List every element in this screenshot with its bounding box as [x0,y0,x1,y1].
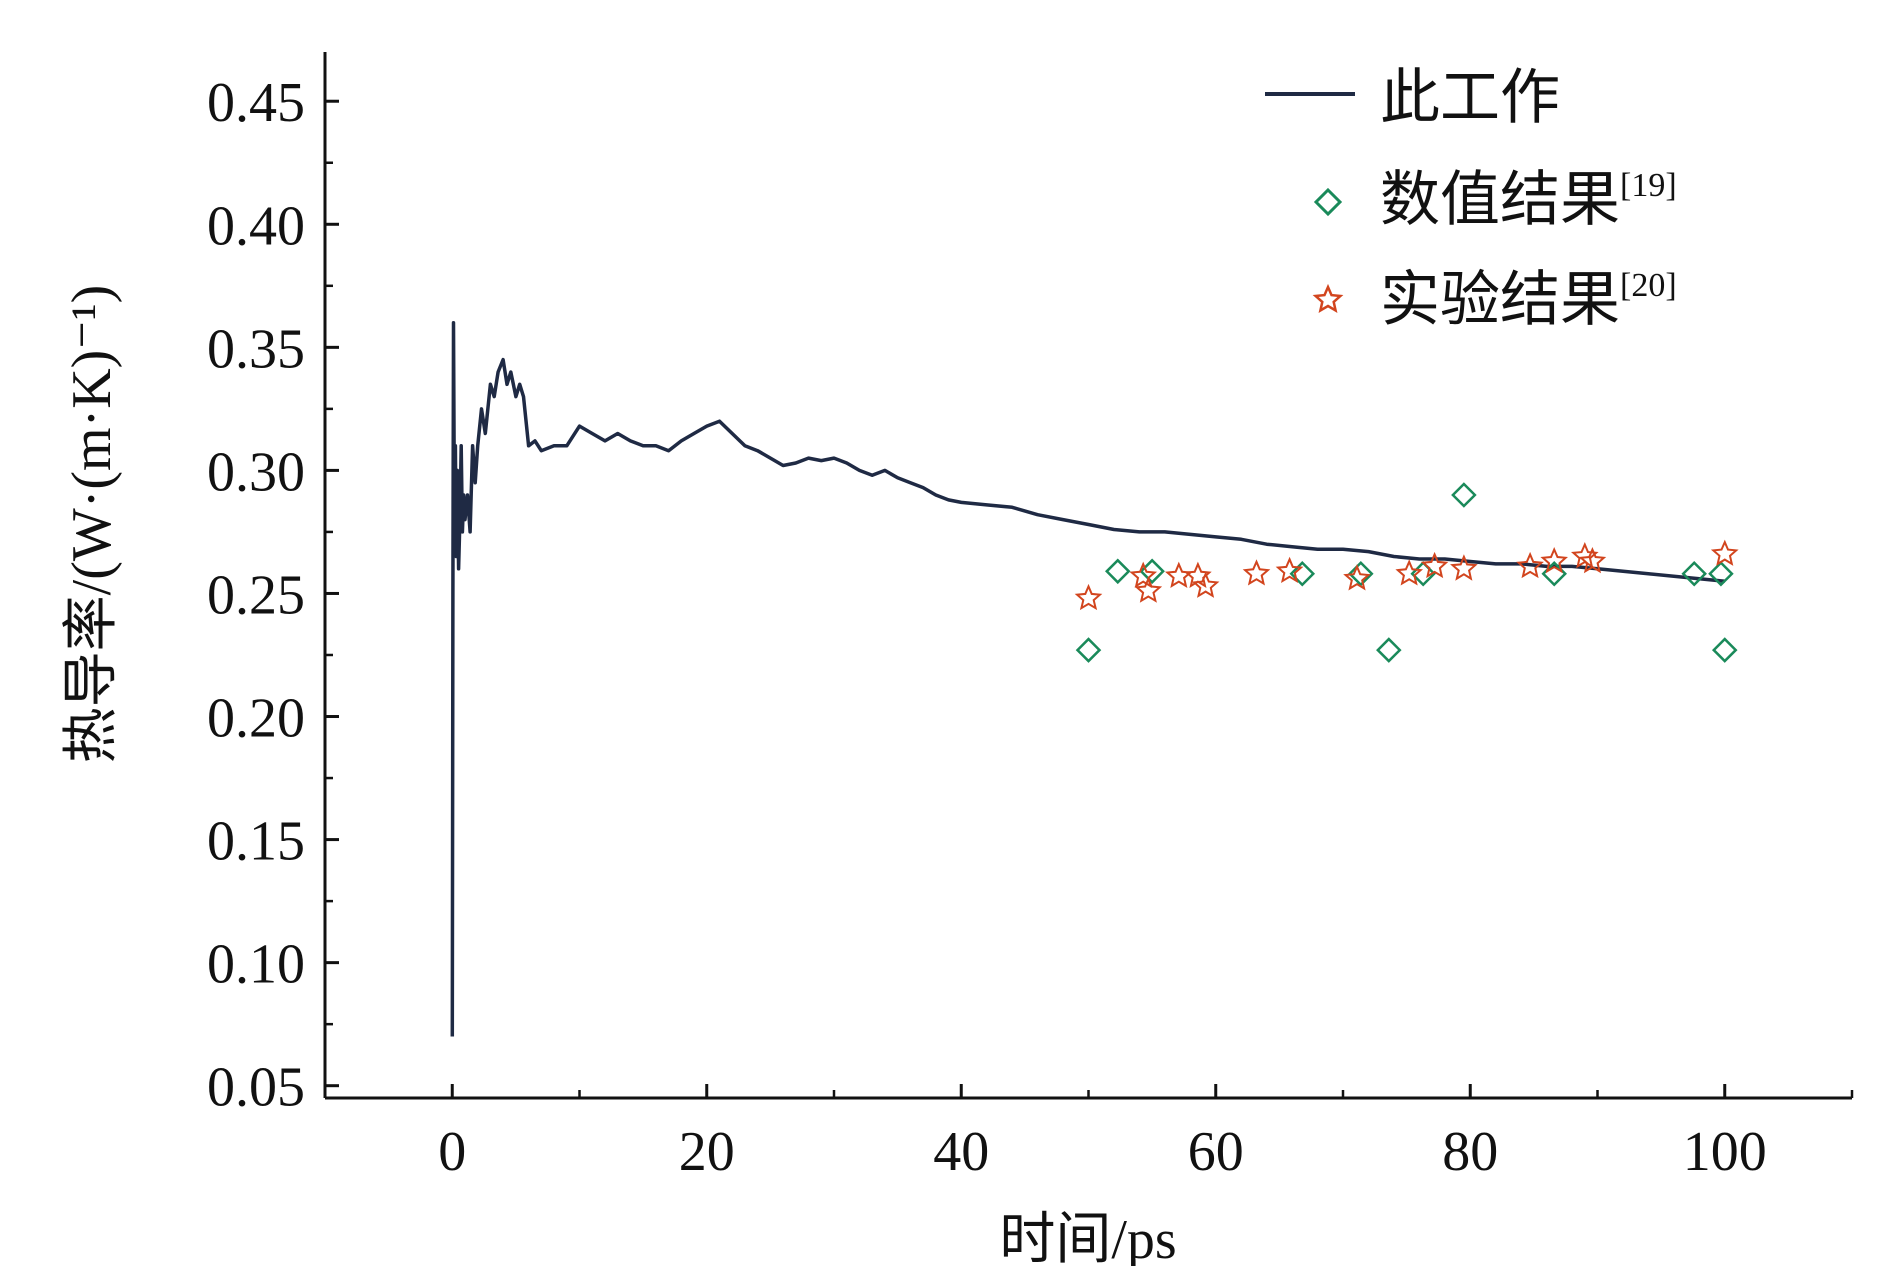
x-tick-label: 100 [1683,1121,1767,1183]
diamond-marker [1075,637,1102,663]
diamond-marker [1289,561,1316,587]
diamond-marker [1711,637,1738,663]
star-marker [1191,571,1220,598]
star-marker [1343,564,1371,591]
star-marker [1420,551,1449,579]
x-axis-title: 时间/ps [999,1209,1176,1266]
y-tick-label: 0.05 [207,1057,305,1119]
legend: 此工作 数值结果[19] 实验结果[20] [1265,65,1677,333]
legend-label-experimental: 实验结果[20] [1380,267,1677,333]
legend-label-experimental-text: 实验结果 [1380,267,1620,333]
y-tick-label: 0.35 [207,318,305,380]
x-tick-label: 20 [679,1121,735,1183]
diamond-marker [1451,482,1477,508]
y-tick-label: 0.15 [207,811,305,873]
plot-area [450,320,1739,1037]
y-axis-title: 热导率/(W·(m·K)⁻¹) [61,285,123,764]
legend-label-numerical-text: 数值结果 [1380,167,1620,233]
star-marker [1242,559,1271,586]
y-ticks: 0.05 0.10 0.15 0.20 0.25 0.30 0.35 0.40 0.45 [207,72,339,1119]
y-tick-label: 0.40 [207,195,305,257]
legend-label-numerical: 数值结果[19] [1380,167,1677,233]
series-line-this-work [450,320,1725,1037]
star-marker [1450,554,1478,581]
diamond-marker [1376,637,1402,663]
y-tick-label: 0.20 [207,688,305,750]
y-tick-label: 0.25 [207,564,305,626]
x-tick-label: 80 [1442,1121,1498,1183]
diamond-marker [1708,561,1734,587]
x-tick-label: 0 [438,1121,466,1183]
y-tick-label: 0.45 [207,72,305,134]
x-tick-label: 60 [1188,1121,1244,1183]
star-marker [1710,539,1739,566]
y-tick-label: 0.10 [207,934,305,996]
star-marker [1395,559,1424,586]
star-marker [1275,556,1304,584]
legend-ref-experimental: [20] [1620,267,1677,304]
star-marker [1516,551,1544,579]
star-markers [1074,539,1739,611]
axes: 0.05 0.10 0.15 0.20 0.25 0.30 0.35 0.40 0.45 0 20… [207,52,1854,1183]
star-marker [1129,561,1158,588]
legend-star-icon [1312,283,1344,314]
x-tick-label: 40 [933,1121,989,1183]
star-marker [1540,546,1568,574]
diamond-marker [1348,561,1374,587]
legend-diamond-icon [1313,187,1343,217]
diamond-marker [1681,561,1707,587]
x-ticks: 0 20 40 60 80 100 [323,1084,1854,1183]
star-marker [1164,561,1193,588]
star-marker [1578,546,1607,574]
legend-label-this-work: 此工作 [1380,65,1560,131]
legend-ref-numerical: [19] [1620,167,1677,204]
y-tick-label: 0.30 [207,441,305,503]
star-marker [1570,541,1599,569]
diamond-marker [1105,558,1131,585]
star-marker [1134,576,1163,603]
star-marker [1074,583,1103,611]
